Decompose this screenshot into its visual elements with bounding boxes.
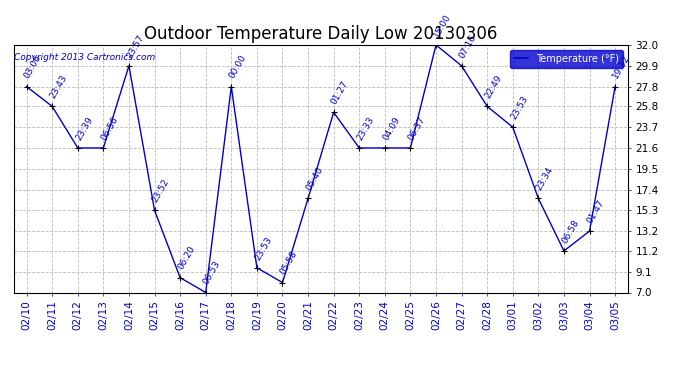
Text: 01:47: 01:47 (586, 198, 607, 225)
Text: 06:37: 06:37 (406, 115, 427, 142)
Text: 05:58: 05:58 (279, 249, 299, 276)
Title: Outdoor Temperature Daily Low 20130306: Outdoor Temperature Daily Low 20130306 (144, 26, 497, 44)
Text: 06:53: 06:53 (201, 260, 222, 286)
Text: 05:40: 05:40 (304, 165, 325, 192)
Text: 23:57: 23:57 (125, 33, 146, 60)
Text: 23:33: 23:33 (355, 115, 376, 142)
Text: 23:39: 23:39 (74, 115, 95, 142)
Text: 07:16: 07:16 (457, 33, 478, 60)
Text: 15:00: 15:00 (432, 12, 453, 39)
Text: 23:34: 23:34 (534, 166, 555, 192)
Text: 00:00: 00:00 (227, 54, 248, 80)
Text: 06:58: 06:58 (560, 218, 581, 245)
Text: 01:27: 01:27 (330, 80, 351, 106)
Text: 06:20: 06:20 (176, 244, 197, 272)
Legend: Temperature (°F): Temperature (°F) (510, 50, 623, 68)
Text: 23:52: 23:52 (150, 177, 171, 204)
Text: 23:53: 23:53 (253, 235, 274, 262)
Text: 06:56: 06:56 (99, 115, 120, 142)
Text: 23:53: 23:53 (509, 94, 529, 121)
Text: Copyright 2013 Cartronics.com: Copyright 2013 Cartronics.com (14, 53, 155, 62)
Text: 19:32: 19:32 (611, 54, 632, 80)
Text: 04:09: 04:09 (381, 115, 402, 142)
Text: 22:49: 22:49 (483, 74, 504, 100)
Text: 03:06: 03:06 (23, 54, 43, 80)
Text: 23:43: 23:43 (48, 74, 69, 100)
